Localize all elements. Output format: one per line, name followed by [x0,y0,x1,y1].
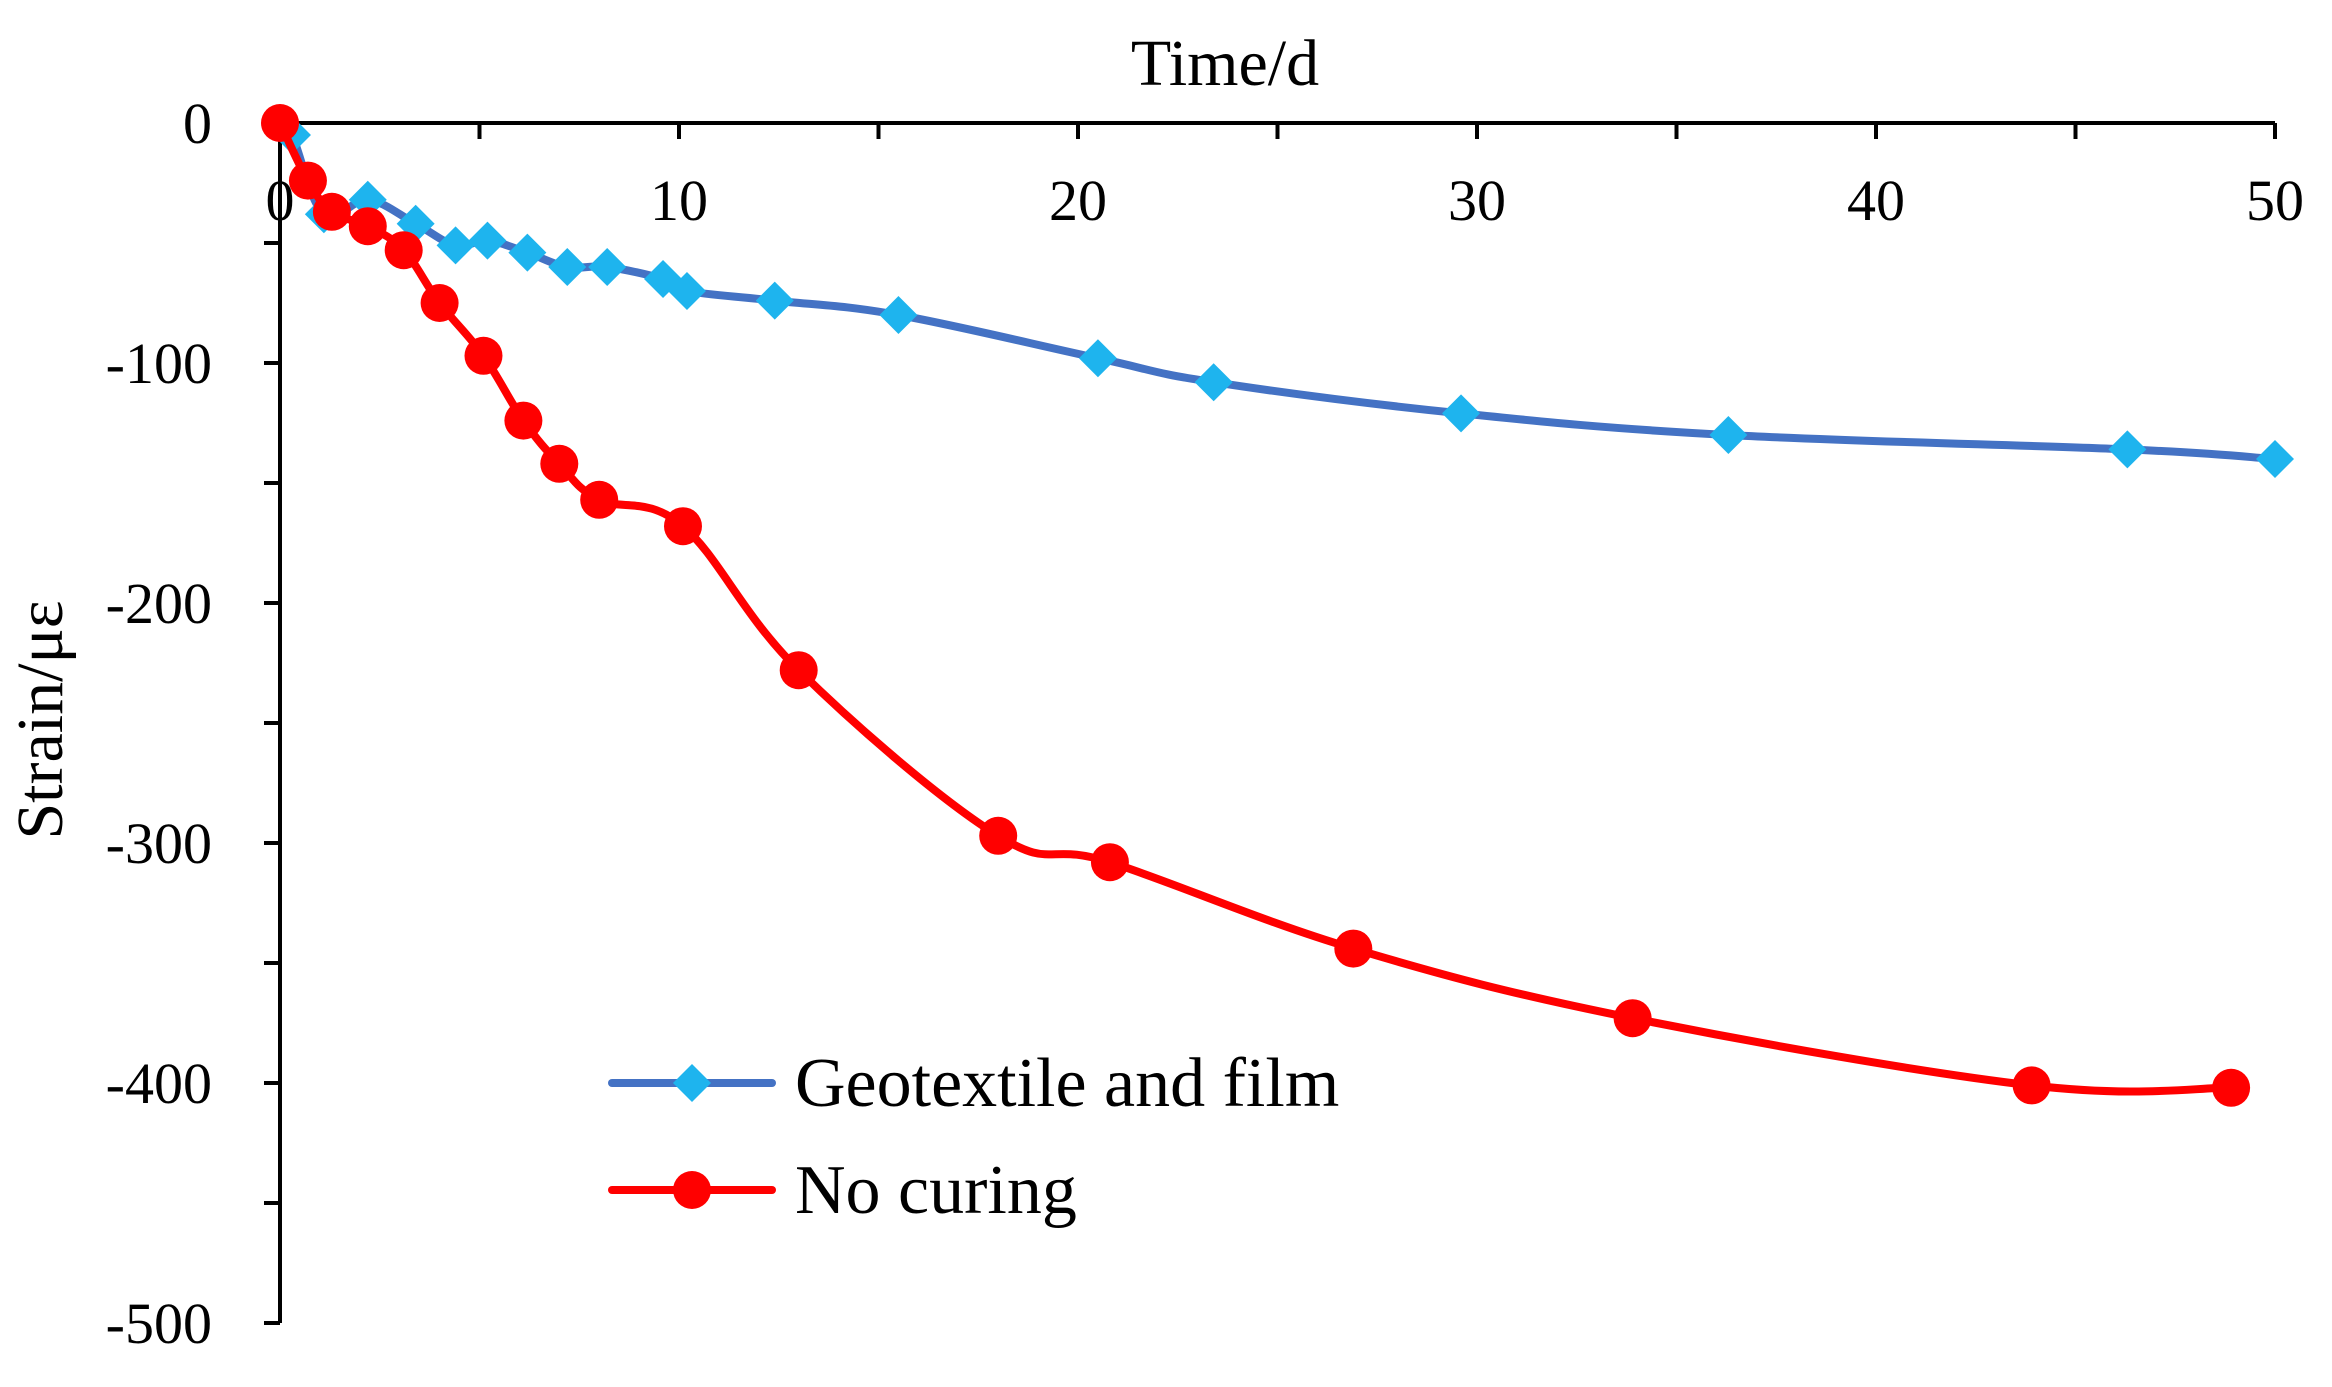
data-point [663,507,702,546]
data-point [588,248,627,286]
y-tick-label: -200 [106,571,212,636]
y-tick-label: -300 [106,811,212,876]
y-tick-label: -500 [106,1291,212,1356]
series-geotextile-and-film [261,104,2294,478]
y-tick-label: 0 [183,91,212,156]
data-point [2212,1068,2251,1107]
x-tick-label: 30 [1448,168,1506,233]
data-point [312,192,351,231]
x-tick-label: 20 [1049,168,1107,233]
x-tick-label: 10 [650,168,708,233]
data-point [1442,394,1481,433]
data-point [348,180,387,219]
legend-label: Geotextile and film [795,1045,1339,1122]
data-point [1613,999,1652,1038]
data-point [464,336,503,375]
data-point [1194,363,1233,402]
data-point [348,207,387,246]
data-point [420,284,459,322]
data-point [779,651,818,690]
data-point [384,231,423,270]
data-point [879,296,918,334]
data-point [504,401,543,440]
y-axis-title: Strain/με [4,600,77,839]
legend-marker [673,1064,711,1102]
x-tick-label: 40 [1847,168,1905,233]
data-point [1709,416,1748,454]
axes: 0 10 20 30 40 500-100-200-300-400-500 [106,91,2304,1356]
x-tick-label: 50 [2246,168,2304,233]
data-point [288,161,327,200]
data-point [580,480,619,519]
data-point [1334,929,1373,968]
series-no-curing [261,104,2251,1107]
data-point [2108,430,2147,469]
y-tick-label: -400 [106,1051,212,1116]
data-point [755,281,794,320]
legend-marker [673,1171,711,1209]
legend: Geotextile and film No curing [608,1045,1339,1229]
y-tick-label: -100 [106,331,212,396]
x-axis-title: Time/d [1131,27,1319,100]
data-point [436,226,475,265]
data-point [540,444,579,483]
data-point [2256,440,2294,478]
data-point [1090,843,1129,882]
series-layer [261,104,2294,1107]
data-point [1078,339,1117,378]
data-point [468,221,507,260]
data-point [667,272,706,310]
data-point [261,104,299,142]
series-line [276,119,2279,463]
data-point [979,816,1018,855]
data-point [2012,1066,2051,1105]
data-point [548,248,587,286]
data-point [508,233,547,272]
legend-label: No curing [795,1152,1077,1229]
